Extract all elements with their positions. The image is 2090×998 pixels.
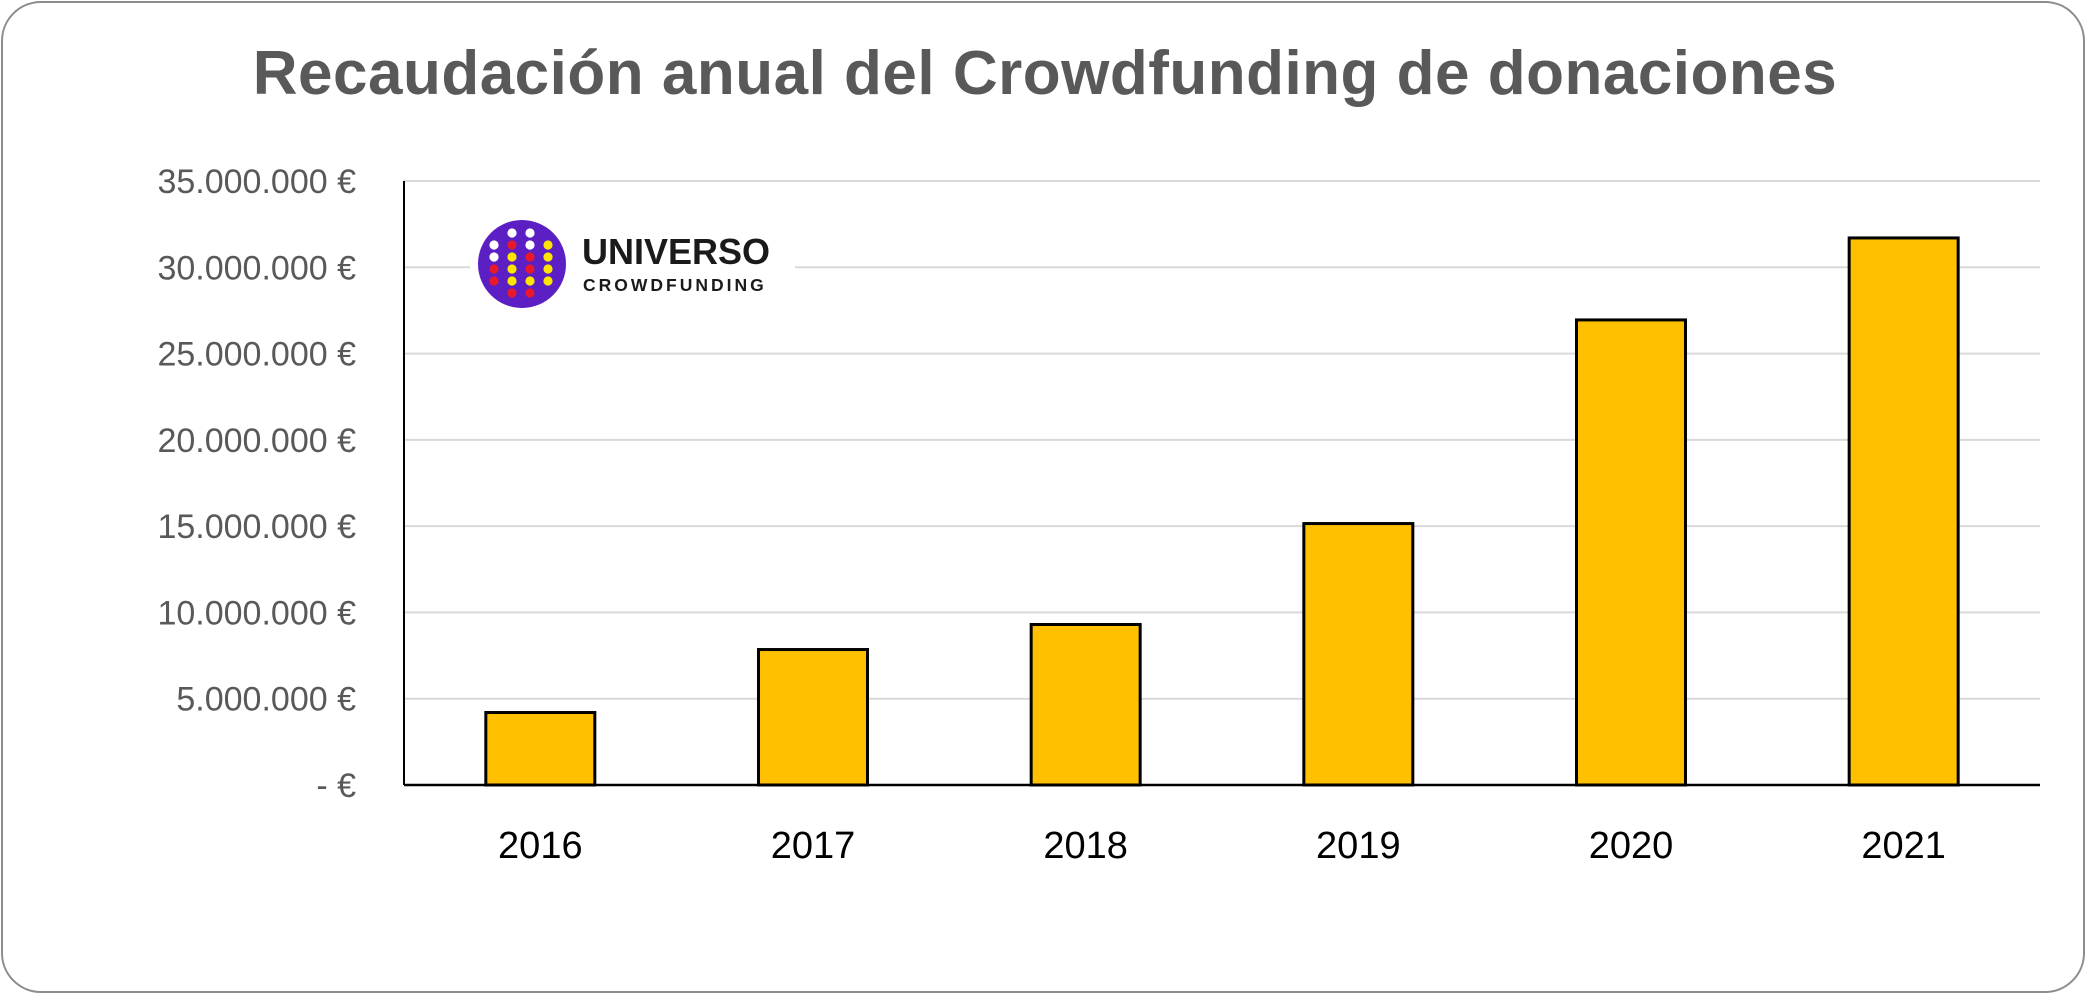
- logo-dot: [489, 264, 499, 274]
- logo-dot: [507, 252, 517, 262]
- logo-dot: [525, 240, 535, 250]
- logo-dot: [525, 252, 535, 262]
- logo-dot: [507, 288, 517, 298]
- y-tick-label: 35.000.000 €: [157, 163, 356, 201]
- bar-2016: [484, 711, 597, 787]
- y-tick-label: 20.000.000 €: [157, 422, 356, 460]
- y-tick-label: 15.000.000 €: [157, 508, 356, 546]
- y-tick-label: 25.000.000 €: [157, 336, 356, 374]
- logo-dot: [525, 264, 535, 274]
- bar-2020: [1575, 318, 1687, 787]
- x-tick-label: 2017: [771, 825, 856, 867]
- logo-dot: [507, 264, 517, 274]
- logo-dot: [507, 276, 517, 286]
- logo-dot: [543, 240, 553, 250]
- logo-dot: [507, 228, 517, 238]
- logo-dot: [525, 288, 535, 298]
- logo-dot: [489, 276, 499, 286]
- logo-dot: [525, 228, 535, 238]
- logo-dot: [543, 264, 553, 274]
- x-tick-label: 2019: [1316, 825, 1401, 867]
- chart-title: Recaudación anual del Crowdfunding de do…: [252, 39, 1838, 108]
- x-tick-label: 2020: [1589, 825, 1674, 867]
- logo-dot: [543, 276, 553, 286]
- logo-dot: [543, 252, 553, 262]
- x-tick-label: 2021: [1861, 825, 1946, 867]
- logo-wordmark: UNIVERSO: [582, 231, 770, 272]
- y-tick-label: - €: [316, 767, 356, 805]
- x-tick-label: 2018: [1043, 825, 1128, 867]
- logo-dot: [525, 276, 535, 286]
- bar-2018: [1029, 623, 1142, 787]
- bar-2019: [1302, 522, 1415, 787]
- logo-circle-icon: [478, 220, 566, 308]
- bar-2021: [1847, 236, 1960, 787]
- logo-dot: [507, 240, 517, 250]
- x-tick-label: 2016: [498, 825, 583, 867]
- y-tick-label: 5.000.000 €: [176, 681, 356, 719]
- y-tick-label: 10.000.000 €: [157, 594, 356, 632]
- logo-subtitle: CROWDFUNDING: [583, 275, 767, 295]
- logo-dot: [489, 252, 499, 262]
- logo-dot: [489, 240, 499, 250]
- bar-2017: [757, 648, 869, 787]
- y-tick-label: 30.000.000 €: [157, 249, 356, 287]
